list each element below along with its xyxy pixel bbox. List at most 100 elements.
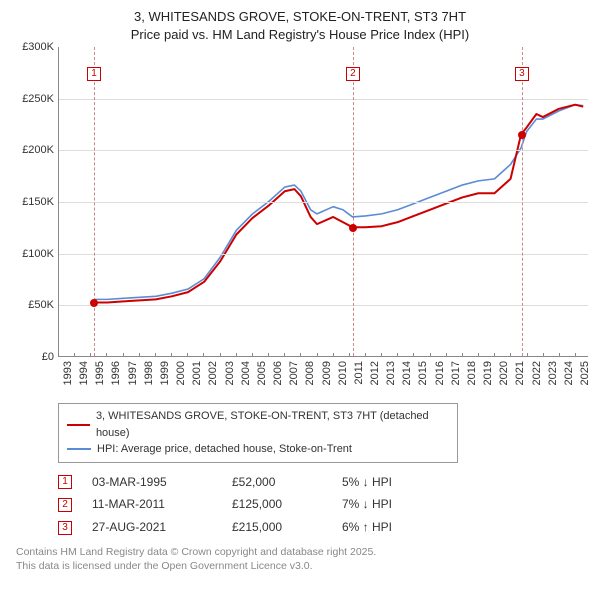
datapoint-price: £125,000 [232,493,342,516]
marker-dot [349,224,357,232]
x-tick [333,353,334,357]
x-tick [203,353,204,357]
x-tick [381,353,382,357]
x-tick-label: 2008 [304,361,316,385]
datapoint-pct: 5% ↓ HPI [342,471,442,494]
legend-label: HPI: Average price, detached house, Stok… [97,441,352,458]
x-tick [527,353,528,357]
marker-box: 1 [87,67,101,81]
datapoint-marker-box: 1 [58,475,72,489]
marker-dot [518,131,526,139]
x-tick [58,353,59,357]
x-tick-label: 2021 [514,361,526,385]
marker-vline [94,47,95,356]
x-tick-label: 2024 [563,361,575,385]
x-tick [90,353,91,357]
x-tick [123,353,124,357]
y-tick-label: £100K [22,248,54,260]
x-tick [365,353,366,357]
attribution-line2: This data is licensed under the Open Gov… [16,559,588,573]
legend-swatch [67,448,91,450]
datapoint-pct: 6% ↑ HPI [342,516,442,539]
y-axis: £0£50K£100K£150K£200K£250K£300K [12,47,58,357]
x-tick-label: 1995 [94,361,106,385]
x-tick-label: 1994 [78,361,90,385]
x-tick-label: 2010 [337,361,349,385]
x-tick [236,353,237,357]
x-tick [397,353,398,357]
x-tick-label: 2017 [450,361,462,385]
x-tick-label: 2014 [401,361,413,385]
x-tick [317,353,318,357]
y-tick-label: £250K [22,93,54,105]
plot-area: 1 2 3 [58,47,588,357]
x-tick-label: 2025 [579,361,591,385]
x-tick-label: 2001 [191,361,203,385]
datapoint-table: 1 03-MAR-1995£52,0005% ↓ HPI 2 11-MAR-2011£… [58,471,588,539]
x-tick-label: 1993 [62,361,74,385]
x-tick [187,353,188,357]
x-tick-label: 2016 [434,361,446,385]
x-tick-label: 2004 [240,361,252,385]
x-tick [220,353,221,357]
x-tick-label: 2018 [466,361,478,385]
title-line1: 3, WHITESANDS GROVE, STOKE-ON-TRENT, ST3… [12,8,588,26]
x-tick [494,353,495,357]
marker-vline [522,47,523,356]
marker-vline [353,47,354,356]
chart-area: £0£50K£100K£150K£200K£250K£300K 123 1993… [12,47,588,397]
datapoint-price: £52,000 [232,471,342,494]
x-tick [139,353,140,357]
legend: 3, WHITESANDS GROVE, STOKE-ON-TRENT, ST3… [58,403,458,463]
x-tick [413,353,414,357]
y-tick-label: £300K [22,41,54,53]
x-tick [284,353,285,357]
datapoint-marker-box: 3 [58,521,72,535]
y-tick-label: £200K [22,144,54,156]
x-tick-label: 2022 [531,361,543,385]
attribution: Contains HM Land Registry data © Crown c… [16,545,588,573]
x-tick-label: 1998 [143,361,155,385]
x-tick-label: 2015 [417,361,429,385]
x-tick-label: 1996 [110,361,122,385]
x-tick [510,353,511,357]
legend-item: 3, WHITESANDS GROVE, STOKE-ON-TRENT, ST3… [67,408,449,441]
marker-box: 3 [515,67,529,81]
datapoint-price: £215,000 [232,516,342,539]
x-tick [74,353,75,357]
x-tick [575,353,576,357]
y-tick-label: £50K [28,299,54,311]
y-tick-label: £0 [42,351,54,363]
x-tick [543,353,544,357]
datapoint-date: 03-MAR-1995 [92,471,232,494]
gridline [59,305,588,306]
x-tick [252,353,253,357]
x-tick [430,353,431,357]
marker-box: 2 [346,67,360,81]
x-tick-label: 2002 [207,361,219,385]
datapoint-row: 3 27-AUG-2021£215,0006% ↑ HPI [58,516,588,539]
x-tick [171,353,172,357]
x-tick [349,353,350,357]
gridline [59,99,588,100]
x-tick [106,353,107,357]
x-tick-label: 2003 [224,361,236,385]
attribution-line1: Contains HM Land Registry data © Crown c… [16,545,588,559]
x-tick-label: 1999 [159,361,171,385]
x-tick-label: 2011 [353,361,365,385]
datapoint-date: 27-AUG-2021 [92,516,232,539]
x-tick-label: 2000 [175,361,187,385]
datapoint-marker-box: 2 [58,498,72,512]
datapoint-row: 211-MAR-2011£125,0007% ↓ HPI [58,493,588,516]
x-tick-label: 2005 [256,361,268,385]
chart-container: 3, WHITESANDS GROVE, STOKE-ON-TRENT, ST3… [0,0,600,590]
x-tick-label: 2006 [272,361,284,385]
legend-label: 3, WHITESANDS GROVE, STOKE-ON-TRENT, ST3… [96,408,449,441]
datapoint-row: 1 03-MAR-1995£52,0005% ↓ HPI [58,471,588,494]
legend-item: HPI: Average price, detached house, Stok… [67,441,449,458]
datapoint-date: 11-MAR-2011 [92,493,232,516]
x-tick-label: 1997 [127,361,139,385]
x-tick-label: 2007 [288,361,300,385]
x-tick-label: 2020 [498,361,510,385]
x-tick-label: 2019 [482,361,494,385]
